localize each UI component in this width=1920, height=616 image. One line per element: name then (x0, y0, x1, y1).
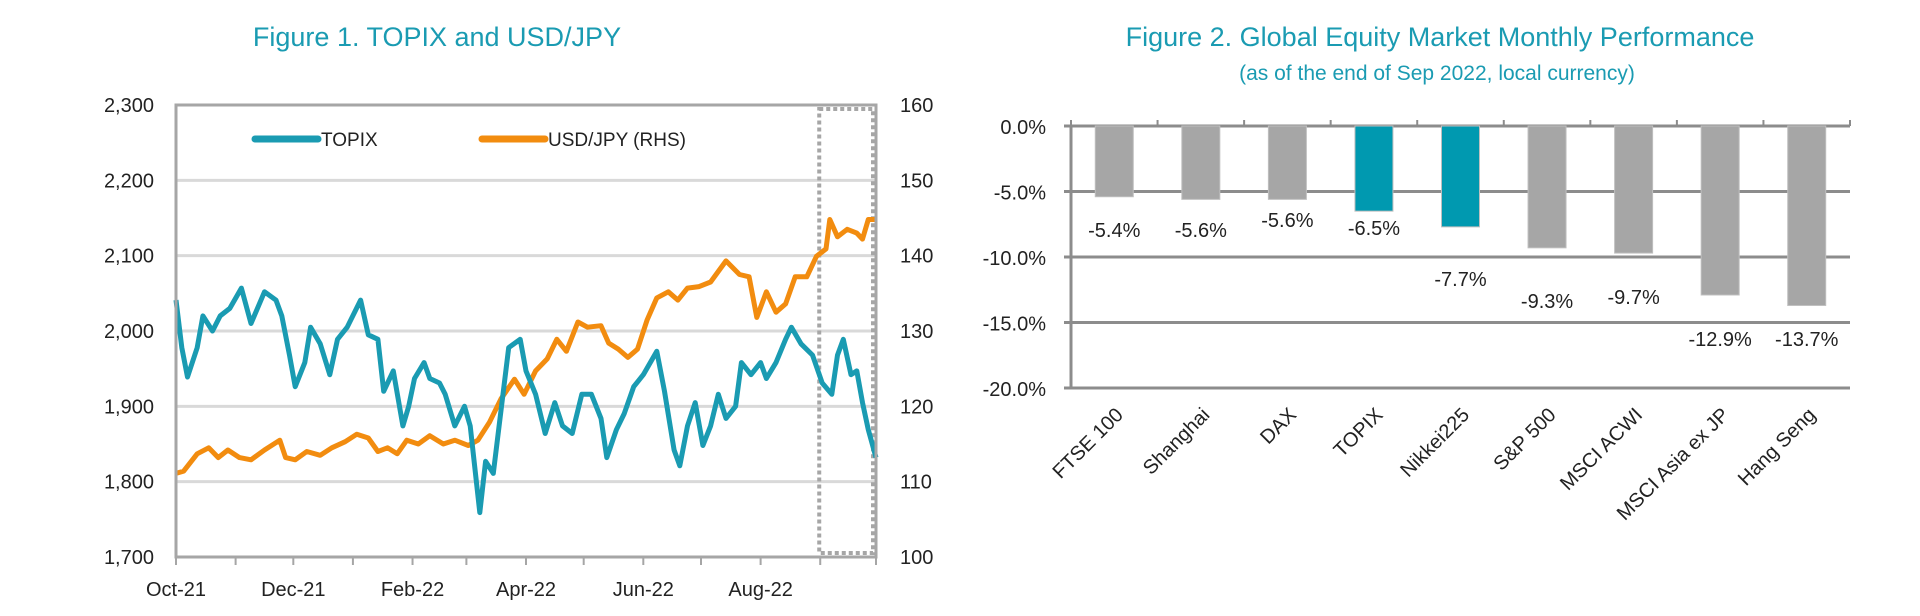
figure-2-bars (1094, 125, 1827, 306)
x-axis-category-label: MSCI ACWI (1556, 404, 1647, 495)
data-label: -9.7% (1607, 287, 1659, 309)
figure-2-y-axis: 0.0% -5.0% -10.0% -15.0% -20.0% (983, 117, 1047, 401)
bar-nikkei225 (1441, 125, 1480, 228)
x-axis-category-label: Shanghai (1139, 404, 1214, 479)
y-axis-tick-label: 0.0% (1000, 117, 1046, 139)
data-label: -13.7% (1775, 329, 1839, 351)
left-axis-tick-label: 2,000 (104, 321, 154, 343)
data-label: -5.4% (1088, 220, 1140, 242)
usdjpy-line (175, 217, 876, 476)
figure-2-x-axis: FTSE 100 Shanghai DAX TOPIX Nikkei225 S&P 500… (1049, 404, 1821, 525)
data-label: -6.5% (1348, 218, 1400, 240)
figure-1-series (173, 217, 879, 516)
right-axis-tick-label: 150 (900, 170, 933, 192)
bar-s-p-500 (1527, 125, 1567, 249)
bar-msci-asia-ex-jp (1700, 125, 1740, 296)
figure-1-title: Figure 1. TOPIX and USD/JPY (253, 22, 621, 52)
bar-ftse-100 (1094, 125, 1134, 198)
left-axis-tick-label: 1,700 (104, 547, 154, 569)
x-axis-tick-label: Feb-22 (381, 579, 444, 601)
data-label: -5.6% (1261, 210, 1313, 232)
y-axis-tick-label: -15.0% (983, 314, 1047, 336)
highlight-region (817, 107, 876, 555)
right-axis-tick-label: 140 (900, 246, 933, 268)
x-axis-category-label: DAX (1256, 404, 1301, 449)
x-axis-category-label: S&P 500 (1489, 404, 1560, 475)
data-label: -12.9% (1688, 329, 1752, 351)
figure-2-title: Figure 2. Global Equity Market Monthly P… (1126, 22, 1755, 52)
x-axis-tick-label: Jun-22 (613, 579, 674, 601)
bar-shanghai (1181, 125, 1221, 200)
figure-2-data-labels: -5.4% -5.6% -5.6% -6.5% -7.7% -9.3% -9.7% -12.9… (1088, 210, 1838, 351)
left-axis-tick-label: 2,300 (104, 95, 154, 117)
x-axis-tick-label: Aug-22 (728, 579, 793, 601)
right-axis-tick-label: 160 (900, 95, 933, 117)
left-axis-tick-label: 1,800 (104, 472, 154, 494)
x-axis-category-label: FTSE 100 (1049, 404, 1128, 483)
figure-1-left-axis: 1,700 1,800 1,900 2,000 2,100 2,200 2,300 (104, 95, 154, 569)
bar-hang-seng (1787, 125, 1827, 306)
data-label: -5.6% (1175, 220, 1227, 242)
left-axis-tick-label: 2,100 (104, 246, 154, 268)
left-axis-tick-label: 1,900 (104, 396, 154, 418)
highlight-region-box (817, 107, 876, 555)
right-axis-tick-label: 120 (900, 396, 933, 418)
figure-1-legend: TOPIX USD/JPY (RHS) (251, 130, 686, 151)
bar-msci-acwi (1614, 125, 1654, 254)
topix-line (173, 285, 879, 516)
figure-2: Figure 2. Global Equity Market Monthly P… (983, 22, 1851, 525)
figure-2-subtitle: (as of the end of Sep 2022, local curren… (1239, 62, 1635, 85)
data-label: -9.3% (1521, 291, 1573, 313)
y-axis-tick-label: -5.0% (994, 183, 1046, 205)
x-axis-category-label: Hang Seng (1734, 404, 1820, 490)
figure-1-right-axis: 100 110 120 130 140 150 160 (900, 95, 933, 569)
x-axis-category-label: Nikkei225 (1396, 404, 1474, 482)
figure-1-gridlines (176, 178, 876, 484)
y-axis-tick-label: -10.0% (983, 248, 1047, 270)
x-axis-category-label: TOPIX (1330, 404, 1388, 462)
legend-label-topix: TOPIX (321, 130, 378, 151)
x-axis-tick-label: Dec-21 (261, 579, 325, 601)
x-axis-tick-label: Oct-21 (146, 579, 206, 601)
left-axis-tick-label: 2,200 (104, 170, 154, 192)
figure-1-x-axis: Oct-21 Dec-21 Feb-22 Apr-22 Jun-22 Aug-22 (146, 557, 877, 601)
x-axis-tick-label: Apr-22 (496, 579, 556, 601)
legend-label-usdjpy: USD/JPY (RHS) (548, 130, 686, 151)
bar-topix (1354, 125, 1394, 212)
figure-1: Figure 1. TOPIX and USD/JPY Oct-21 Dec-21… (104, 22, 933, 601)
right-axis-tick-label: 110 (900, 472, 932, 494)
data-label: -7.7% (1434, 269, 1486, 291)
right-axis-tick-label: 130 (900, 321, 933, 343)
y-axis-tick-label: -20.0% (983, 379, 1047, 401)
bar-dax (1267, 125, 1307, 200)
right-axis-tick-label: 100 (900, 547, 933, 569)
